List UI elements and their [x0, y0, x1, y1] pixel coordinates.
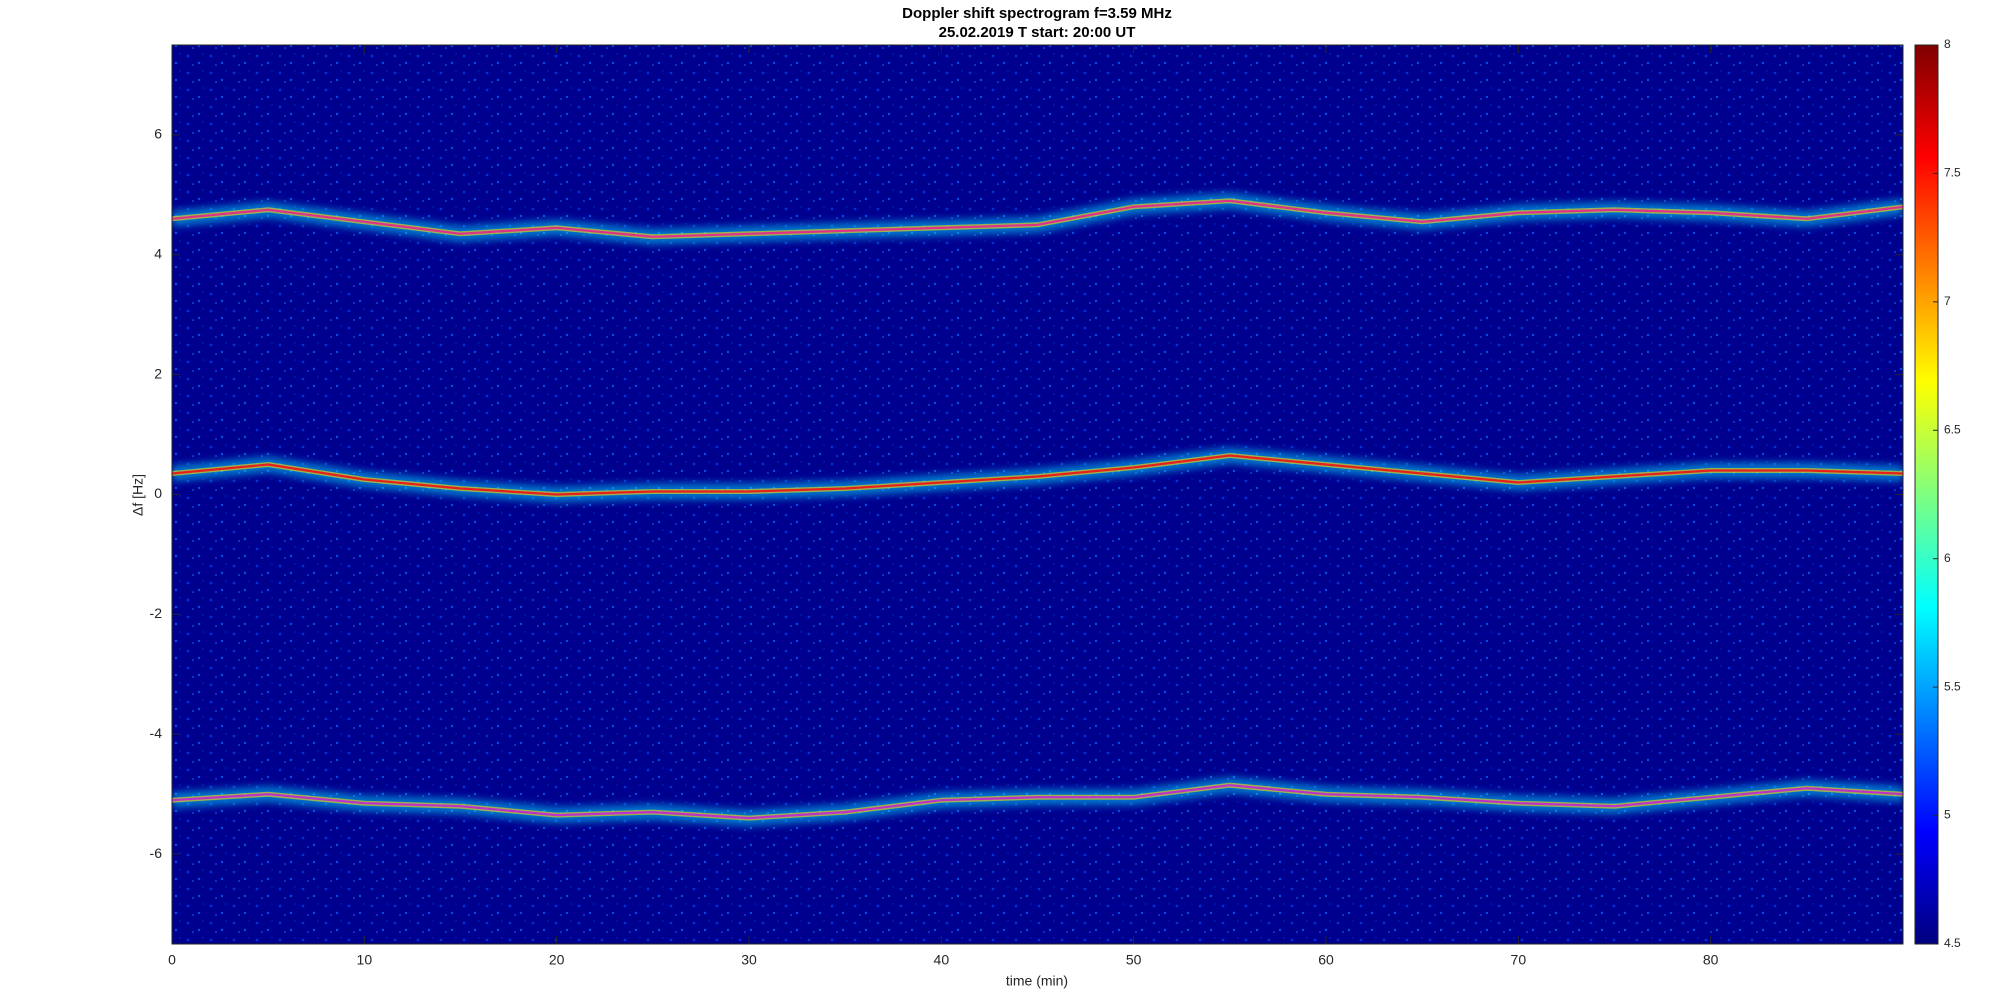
x-tick-label: 50	[1126, 952, 1142, 968]
y-tick-label: 2	[154, 365, 162, 381]
x-tick-label: 20	[549, 952, 565, 968]
x-tick-label: 70	[1511, 952, 1527, 968]
chart-subtitle: 25.02.2019 T start: 20:00 UT	[939, 24, 1136, 41]
trace	[172, 784, 1903, 820]
x-tick-label: 40	[934, 952, 950, 968]
y-tick-label: 0	[154, 485, 162, 501]
trace	[172, 454, 1903, 496]
colorbar	[1914, 44, 1939, 945]
x-tick-label: 60	[1318, 952, 1334, 968]
x-tick-label: 30	[741, 952, 757, 968]
colorbar-tick-label: 6.5	[1944, 422, 1961, 436]
x-tick-label: 10	[357, 952, 373, 968]
x-axis-label: time (min)	[1006, 973, 1068, 989]
chart-title: Doppler shift spectrogram f=3.59 MHz	[902, 5, 1172, 22]
colorbar-tick-label: 5	[1944, 808, 1951, 822]
colorbar-tick-label: 8	[1944, 37, 1951, 51]
colorbar-tick-label: 6	[1944, 551, 1951, 565]
x-tick-label: 80	[1703, 952, 1719, 968]
colorbar-tick-label: 5.5	[1944, 679, 1961, 693]
y-tick-label: 4	[154, 245, 162, 261]
colorbar-tick-label: 7	[1944, 294, 1951, 308]
y-axis-label: Δf [Hz]	[130, 474, 146, 516]
y-tick-label: -4	[150, 725, 163, 741]
y-tick-label: -6	[150, 845, 163, 861]
colorbar-tick-label: 4.5	[1944, 936, 1961, 950]
traces	[172, 192, 1903, 827]
y-tick-label: -2	[150, 605, 163, 621]
trace	[172, 199, 1903, 238]
x-tick-label: 0	[168, 952, 176, 968]
y-tick-label: 6	[154, 126, 162, 142]
colorbar-tick-label: 7.5	[1944, 166, 1961, 180]
